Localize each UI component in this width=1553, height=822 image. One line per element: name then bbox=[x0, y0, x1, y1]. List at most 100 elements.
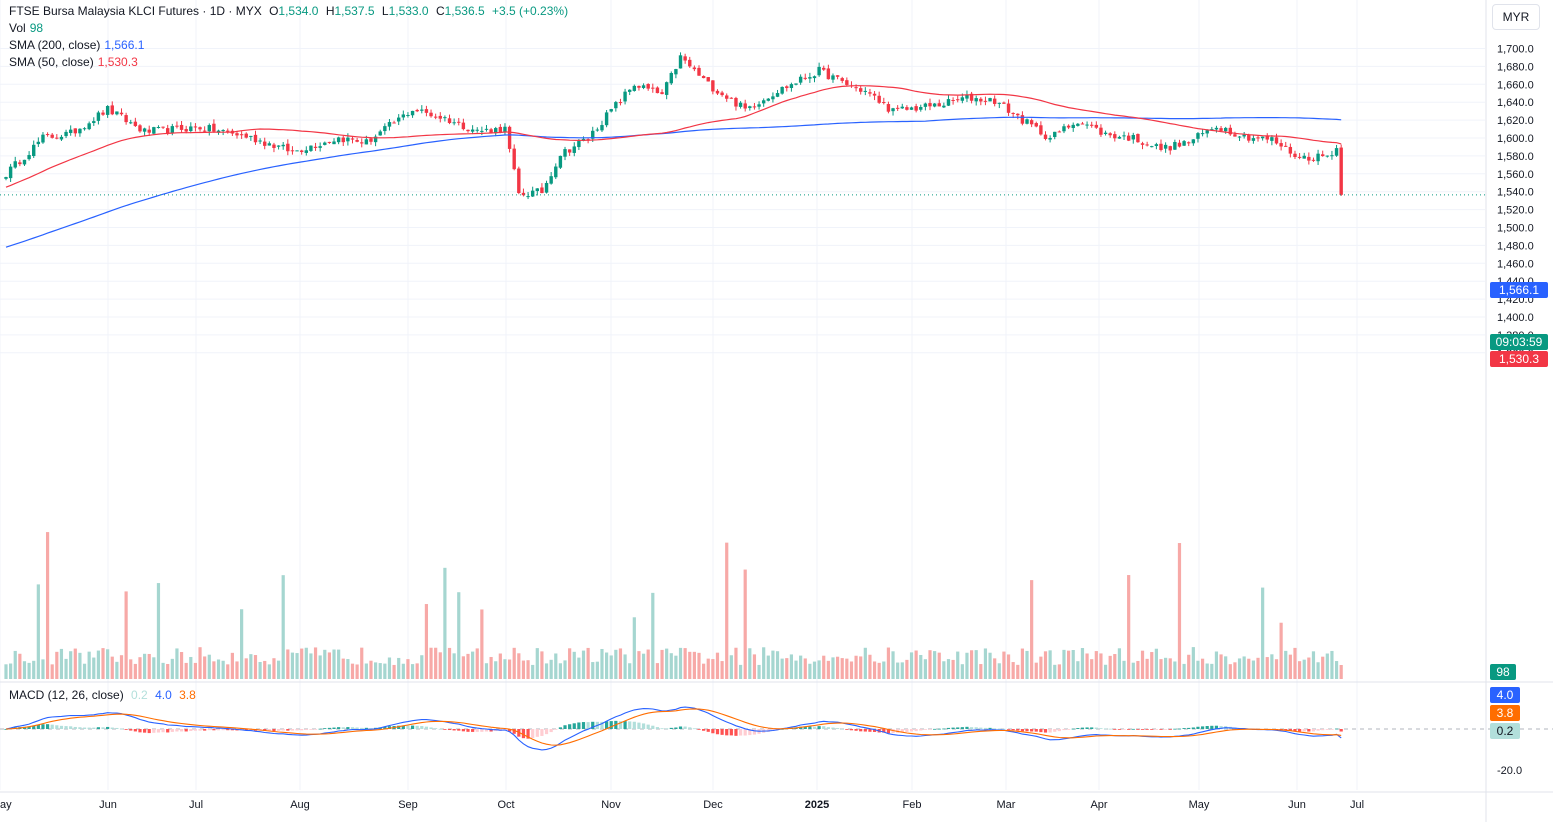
volume-bar bbox=[891, 651, 895, 679]
candle-body bbox=[877, 95, 881, 103]
volume-bar bbox=[323, 649, 327, 679]
volume-bar bbox=[341, 658, 345, 679]
candle-body bbox=[1034, 123, 1038, 127]
price-tick-label: 1,560.0 bbox=[1497, 169, 1534, 181]
volume-bar bbox=[189, 656, 193, 679]
macd-histogram-bar bbox=[965, 726, 969, 729]
time-tick-label: Mar bbox=[997, 799, 1016, 811]
candle-body bbox=[286, 143, 290, 152]
candle-body bbox=[974, 98, 978, 102]
volume-bar bbox=[1279, 622, 1283, 679]
volume-bar bbox=[1168, 658, 1172, 679]
low-value: 1,533.0 bbox=[388, 4, 429, 18]
candle-body bbox=[1016, 113, 1020, 116]
candle-body bbox=[706, 77, 710, 82]
macd-histogram-bar bbox=[1150, 729, 1154, 730]
macd-histogram-bar bbox=[1030, 729, 1034, 732]
candle-body bbox=[383, 126, 387, 132]
volume-bar bbox=[780, 658, 784, 679]
candle-body bbox=[1090, 124, 1094, 126]
candle-body bbox=[965, 94, 969, 99]
volume-bar bbox=[1067, 650, 1071, 679]
volume-bar bbox=[350, 663, 355, 679]
volume-bar bbox=[27, 662, 31, 679]
macd-histogram-bar bbox=[674, 727, 678, 729]
macd-histogram-bar bbox=[1117, 729, 1122, 730]
candle-body bbox=[1173, 141, 1177, 150]
sma50-legend[interactable]: SMA (50, close) 1,530.3 bbox=[9, 54, 138, 71]
volume-bar bbox=[332, 649, 336, 679]
candle-body bbox=[757, 104, 761, 107]
volume-bar bbox=[563, 660, 567, 679]
volume-bar bbox=[327, 652, 331, 679]
macd-histogram-bar bbox=[212, 729, 216, 731]
macd-histogram-bar bbox=[591, 721, 595, 729]
candle-body bbox=[1196, 133, 1200, 139]
candle-body bbox=[609, 109, 613, 112]
candle-body bbox=[452, 122, 456, 124]
candle-body bbox=[1210, 129, 1214, 131]
volume-bar bbox=[595, 661, 599, 679]
macd-legend[interactable]: MACD (12, 26, close) 0.2 4.0 3.8 bbox=[9, 687, 196, 704]
macd-histogram-bar bbox=[364, 727, 368, 729]
macd-histogram-bar bbox=[646, 724, 650, 729]
candle-body bbox=[484, 128, 489, 130]
volume-bar bbox=[572, 651, 576, 679]
macd-hist-value: 0.2 bbox=[131, 688, 148, 702]
volume-bar bbox=[632, 617, 636, 679]
macd-histogram-bar bbox=[1196, 726, 1200, 729]
volume-bar bbox=[318, 655, 322, 679]
volume-bar bbox=[360, 647, 364, 679]
candle-body bbox=[669, 73, 673, 84]
candle-body bbox=[1085, 124, 1089, 126]
macd-histogram-bar bbox=[1330, 729, 1334, 730]
currency-button[interactable]: MYR bbox=[1492, 4, 1540, 30]
macd-histogram-bar bbox=[859, 729, 863, 732]
candle-body bbox=[766, 98, 770, 101]
macd-histogram-bar bbox=[1307, 729, 1311, 732]
candle-body bbox=[1247, 135, 1251, 141]
volume-bar bbox=[337, 649, 341, 679]
candle-body bbox=[1039, 125, 1043, 135]
volume-bar bbox=[193, 662, 198, 679]
volume-bar bbox=[369, 660, 373, 679]
candle-body bbox=[1113, 134, 1117, 139]
macd-histogram-bar bbox=[133, 729, 137, 732]
candle-body bbox=[119, 112, 124, 115]
volume-bar bbox=[683, 648, 687, 679]
candle-body bbox=[309, 145, 313, 151]
macd-histogram-bar bbox=[1334, 728, 1339, 730]
volume-bar bbox=[1339, 665, 1343, 679]
volume-bar bbox=[1261, 587, 1265, 679]
candle-body bbox=[466, 129, 470, 132]
candle-body bbox=[50, 134, 54, 138]
candle-body bbox=[1048, 138, 1052, 140]
volume-bar bbox=[1085, 653, 1089, 679]
macd-histogram-bar bbox=[1025, 729, 1029, 732]
volume-bar bbox=[249, 654, 253, 679]
volume-bar bbox=[974, 650, 978, 679]
volume-bar bbox=[1334, 661, 1339, 679]
candle-body bbox=[281, 144, 285, 147]
candle-body bbox=[1325, 155, 1330, 157]
volume-bar bbox=[568, 648, 572, 679]
candle-body bbox=[272, 144, 276, 148]
macd-histogram-bar bbox=[143, 729, 147, 733]
candle-body bbox=[734, 97, 738, 107]
volume-bar bbox=[1177, 543, 1182, 679]
macd-histogram-bar bbox=[96, 727, 100, 729]
sma200-line bbox=[5, 116, 1342, 248]
candle-body bbox=[115, 111, 119, 115]
volume-bar bbox=[1321, 656, 1325, 679]
volume-bar bbox=[1196, 660, 1200, 679]
macd-histogram-bar bbox=[337, 727, 341, 729]
volume-bar bbox=[272, 658, 276, 679]
candle-body bbox=[443, 117, 447, 119]
sma200-legend[interactable]: SMA (200, close) 1,566.1 bbox=[9, 37, 144, 54]
macd-histogram-bar bbox=[429, 727, 433, 729]
candle-body bbox=[327, 141, 332, 143]
candle-body bbox=[392, 122, 396, 124]
macd-histogram-bar bbox=[434, 728, 438, 729]
macd-histogram-bar bbox=[1080, 727, 1085, 729]
